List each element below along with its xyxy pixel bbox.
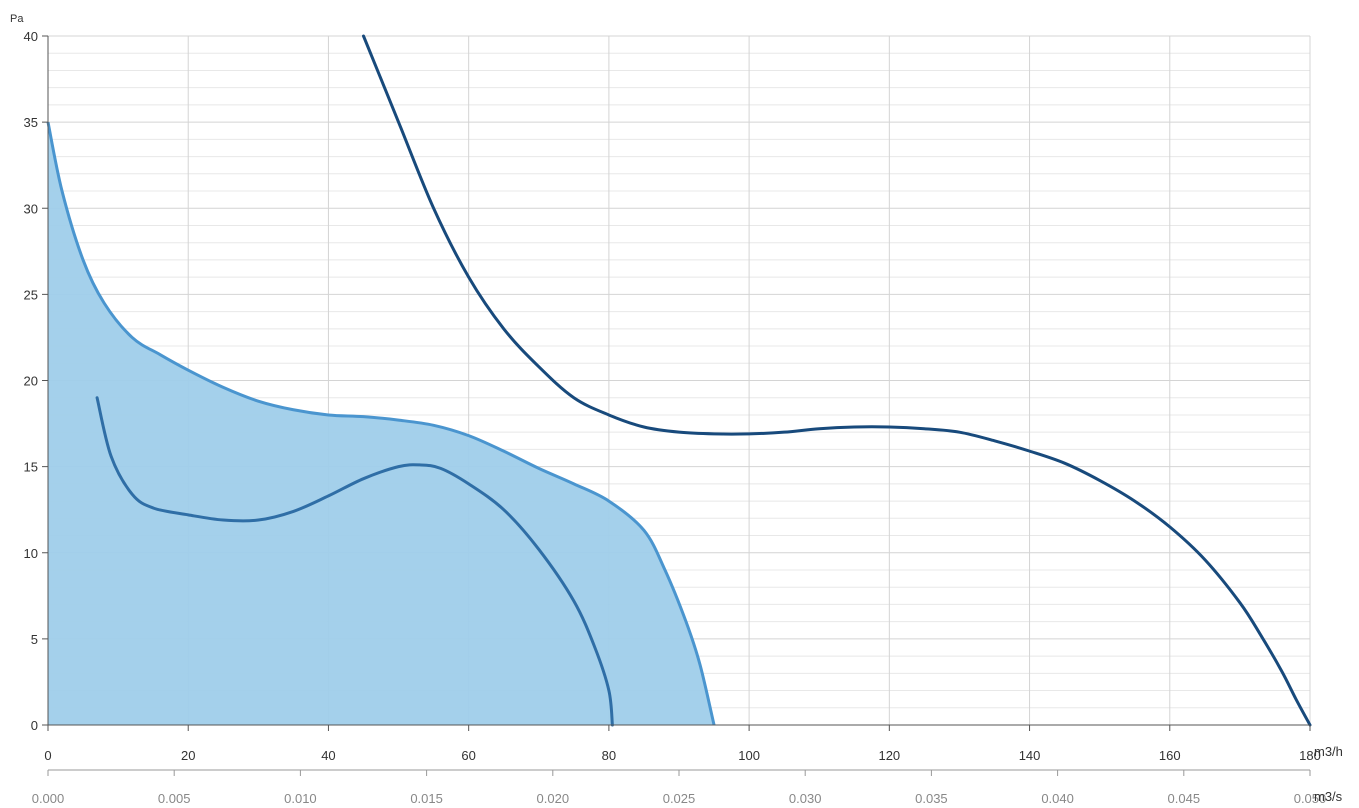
x-tick-labels: 0 20 40 60 80 100 120 140 160 180 [44,748,1320,763]
x2-tick-label: 0.010 [284,791,317,806]
x-axis-unit: m3/h [1314,744,1343,759]
x-tick-label: 180 [1299,748,1321,763]
x-tick-label: 100 [738,748,760,763]
y-tick-label: 10 [24,546,38,561]
y-tick-label: 25 [24,287,38,302]
x2-tick-label: 0.005 [158,791,191,806]
x2-tick-label: 0.030 [789,791,822,806]
x-tick-label: 0 [44,748,51,763]
x2-tick-label: 0.035 [915,791,948,806]
x-tick-label: 80 [602,748,616,763]
x2-tick-label: 0.045 [1168,791,1201,806]
x-tick-label: 40 [321,748,335,763]
outer-performance-curve [362,34,1312,727]
x2-tick-labels: 0.000 0.005 0.010 0.015 0.020 0.025 0.030 0.035… [32,791,1327,806]
operating-area-boundary [46,121,716,726]
x2-tick-label: 0.000 [32,791,65,806]
x2-axis-unit: m3/s [1314,789,1343,804]
x-tick-label: 20 [181,748,195,763]
x2-tick-label: 0.015 [410,791,443,806]
x-tick-label: 120 [878,748,900,763]
x2-tick-label: 0.050 [1294,791,1327,806]
y-tick-label: 5 [31,632,38,647]
x2-tick-label: 0.020 [537,791,570,806]
x2-tick-label: 0.025 [663,791,696,806]
y-tick-label: 35 [24,115,38,130]
y-tick-label: 15 [24,460,38,475]
y-tick-label: 40 [24,29,38,44]
series-layer [46,34,1312,727]
x-tick-label: 60 [461,748,475,763]
x-tick-label: 160 [1159,748,1181,763]
y-tick-label: 20 [24,374,38,389]
y-tick-label: 30 [24,201,38,216]
y-tick-label: 0 [31,718,38,733]
inner-performance-curve [95,396,614,727]
x2-tick-label: 0.040 [1041,791,1074,806]
y-tick-labels: 0 5 10 15 20 25 30 35 40 [24,29,38,733]
y-axis-unit: Pa [10,13,24,25]
x-tick-label: 140 [1019,748,1041,763]
axes [42,35,1311,776]
operating-area-fill [48,122,715,725]
